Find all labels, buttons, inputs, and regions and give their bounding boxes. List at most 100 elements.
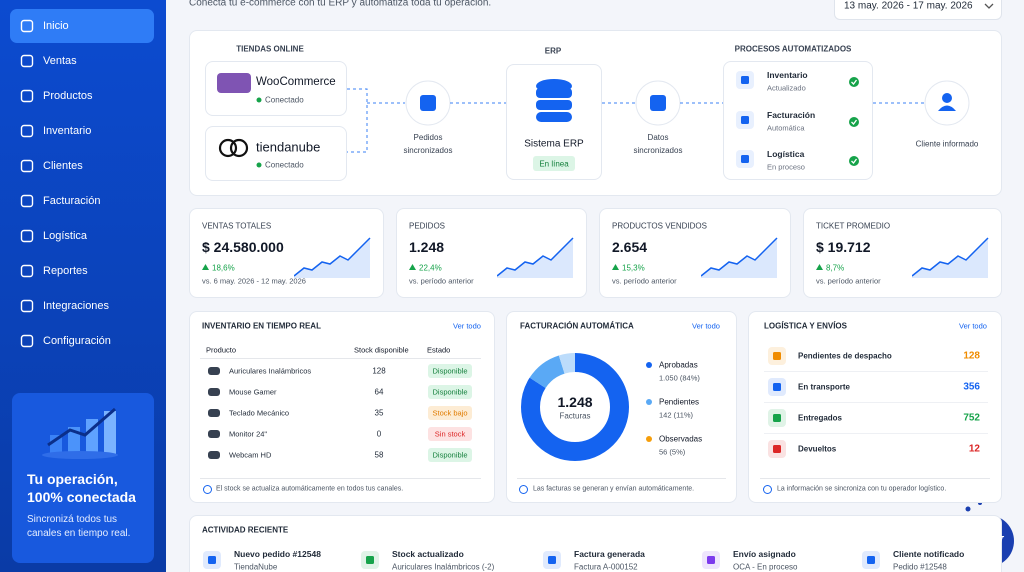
product-name: Teclado Mecánico bbox=[229, 408, 290, 418]
process-icon bbox=[736, 110, 754, 129]
status-badge bbox=[533, 156, 575, 171]
kpi-label: TICKET PROMEDIO bbox=[816, 221, 891, 231]
store-name: WooCommerce bbox=[256, 76, 336, 88]
stock-status: Disponible bbox=[432, 387, 468, 397]
activity-detail: OCA - En proceso bbox=[733, 562, 798, 572]
column-header: Producto bbox=[206, 345, 237, 355]
menu-item[interactable]: Integraciones bbox=[43, 300, 110, 312]
process-icon bbox=[736, 71, 754, 89]
process-name: Facturación bbox=[767, 109, 816, 120]
divider bbox=[764, 371, 988, 372]
kpi-change: 22,4% bbox=[419, 263, 442, 273]
see-all-link[interactable]: Ver todo bbox=[453, 321, 481, 331]
connector bbox=[680, 102, 723, 104]
divider bbox=[517, 478, 726, 479]
product-icon bbox=[208, 367, 220, 375]
card-title: INVENTARIO EN TIEMPO REAL bbox=[202, 321, 321, 331]
menu-icon bbox=[20, 264, 34, 278]
footer-note: Las facturas se generan y envían automát… bbox=[533, 485, 695, 493]
flow-label: Cliente informado bbox=[915, 139, 979, 149]
menu-item[interactable]: Facturación bbox=[43, 195, 101, 207]
status-badge bbox=[428, 406, 472, 420]
store-card bbox=[205, 126, 347, 181]
up-arrow bbox=[202, 264, 209, 270]
section-label: TIENDAS ONLINE bbox=[236, 44, 304, 54]
process-status: En proceso bbox=[767, 162, 805, 172]
menu-item[interactable]: Productos bbox=[43, 90, 93, 102]
stock-status: Disponible bbox=[432, 450, 468, 460]
menu-item[interactable]: Configuración bbox=[43, 335, 111, 347]
menu-item[interactable]: Inicio bbox=[43, 20, 69, 32]
product-icon bbox=[208, 430, 220, 438]
menu-icon bbox=[20, 334, 34, 348]
kpi-label: PEDIDOS bbox=[409, 221, 446, 231]
activity-icon bbox=[203, 551, 221, 569]
stock-count: 64 bbox=[374, 387, 384, 397]
status-dot bbox=[256, 97, 262, 103]
activity-icon bbox=[702, 551, 720, 569]
divider bbox=[764, 433, 988, 434]
store-name: tiendanube bbox=[256, 139, 321, 155]
info-icon bbox=[519, 485, 528, 494]
status-badge bbox=[428, 427, 472, 441]
legend-detail: 1.050 (84%) bbox=[659, 373, 700, 383]
kpi-card bbox=[189, 208, 384, 298]
kpi-change: 15,3% bbox=[622, 263, 645, 273]
product-icon bbox=[208, 409, 220, 417]
sparkline bbox=[497, 237, 574, 278]
menu-item[interactable]: Ventas bbox=[43, 55, 77, 67]
watermark-text: Tw bbox=[971, 528, 1005, 554]
date-range[interactable]: 13 may. 2026 - 17 may. 2026 bbox=[844, 0, 973, 12]
activity-card bbox=[189, 515, 1002, 572]
up-arrow bbox=[409, 264, 416, 270]
menu-item[interactable]: Reportes bbox=[43, 265, 88, 277]
product-icon bbox=[208, 388, 220, 396]
menu-item[interactable]: Clientes bbox=[43, 160, 83, 172]
kpi-label: VENTAS TOTALES bbox=[202, 221, 272, 231]
footer-note: La información se sincroniza con tu oper… bbox=[777, 485, 947, 493]
kpi-value: 1.248 bbox=[409, 239, 445, 255]
status-badge bbox=[428, 385, 472, 399]
erp-name: Sistema ERP bbox=[524, 138, 584, 150]
activity-icon bbox=[862, 551, 880, 569]
activity-title: Cliente notificado bbox=[893, 549, 965, 559]
logistics-count: 128 bbox=[963, 350, 980, 362]
kpi-card bbox=[803, 208, 1002, 298]
customer-icon bbox=[924, 80, 970, 126]
divider bbox=[200, 358, 481, 359]
stock-status: Stock bajo bbox=[432, 408, 468, 418]
kpi-card bbox=[396, 208, 587, 298]
menu-item[interactable]: Inventario bbox=[43, 125, 92, 137]
product-name: Webcam HD bbox=[229, 450, 272, 460]
kpi-card bbox=[599, 208, 791, 298]
legend-detail: 56 (5%) bbox=[659, 447, 686, 457]
sparkline bbox=[701, 237, 778, 278]
logistics-count: 752 bbox=[963, 412, 980, 424]
see-all-link[interactable]: Ver todo bbox=[959, 321, 987, 331]
divider bbox=[764, 402, 988, 403]
active-menu-item[interactable] bbox=[10, 9, 154, 43]
sync-data-icon bbox=[635, 80, 681, 126]
date-picker[interactable] bbox=[834, 0, 1002, 20]
kpi-value: $ 19.712 bbox=[816, 239, 871, 255]
activity-detail: Pedido #12548 bbox=[893, 562, 947, 572]
info-icon bbox=[203, 485, 212, 494]
donut-center-value: 1.248 bbox=[557, 394, 593, 410]
footer-note: El stock se actualiza automáticamente en… bbox=[216, 485, 404, 493]
product-name: Auriculares Inalámbricos bbox=[229, 366, 312, 376]
activity-detail: TiendaNube bbox=[234, 562, 278, 572]
chevron bbox=[984, 3, 994, 9]
section-label: PROCESOS AUTOMATIZADOS bbox=[734, 44, 852, 54]
kpi-value: 2.654 bbox=[612, 239, 648, 255]
kpi-change: 18,6% bbox=[212, 263, 235, 273]
menu-item[interactable]: Logística bbox=[43, 230, 88, 242]
promo-card bbox=[12, 393, 154, 563]
sync-orders-icon bbox=[405, 80, 451, 126]
process-name: Inventario bbox=[767, 70, 808, 80]
divider bbox=[760, 478, 990, 479]
see-all-link[interactable]: Ver todo bbox=[692, 321, 720, 331]
process-status: Actualizado bbox=[767, 83, 806, 93]
store-status: Conectado bbox=[265, 95, 304, 105]
promo-title: Tu operación, 100% conectada bbox=[27, 471, 136, 505]
